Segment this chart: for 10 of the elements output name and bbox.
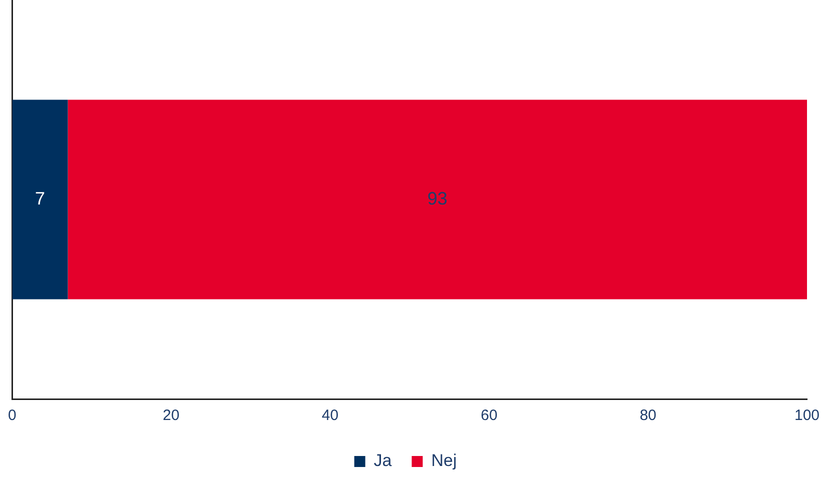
x-tick-label: 80	[640, 407, 656, 424]
legend-label: Nej	[431, 451, 457, 470]
data-label: 7	[34, 188, 45, 208]
data-label: 93	[427, 188, 448, 208]
legend-label: Ja	[374, 451, 392, 470]
x-tick-label: 100	[794, 407, 820, 424]
x-tick-label: 20	[162, 407, 180, 424]
x-tick-label: 40	[322, 407, 338, 424]
x-tick-label: 0	[8, 407, 16, 424]
x-tick-label: 60	[480, 407, 498, 424]
